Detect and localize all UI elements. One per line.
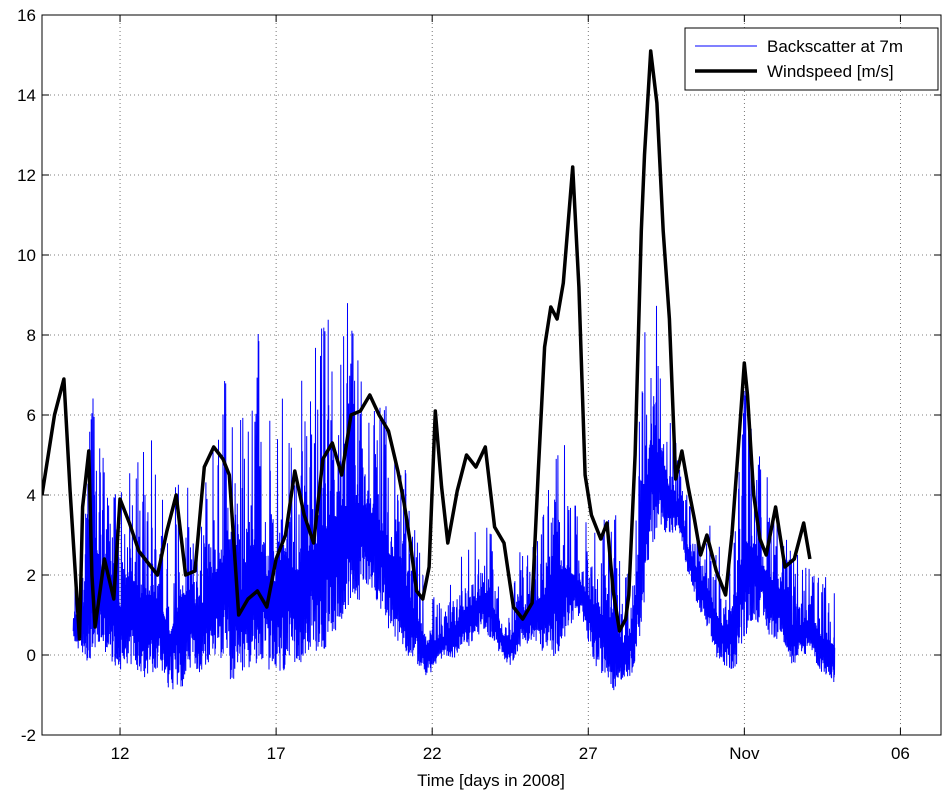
- legend-label: Backscatter at 7m: [767, 37, 903, 56]
- y-tick-label: 0: [27, 646, 36, 665]
- y-tick-label: 16: [17, 6, 36, 25]
- x-axis-label: Time [days in 2008]: [417, 771, 565, 790]
- series-line-backscatter: [72, 303, 836, 691]
- legend-box: [684, 27, 939, 91]
- series-line-windspeed: [42, 49, 812, 641]
- x-tick-label: 06: [891, 744, 910, 763]
- legend-label: Windspeed [m/s]: [767, 62, 894, 81]
- x-tick-label: 17: [267, 744, 286, 763]
- plot-frame: [41, 14, 942, 736]
- x-tick-label: 22: [423, 744, 442, 763]
- y-tick-label: 4: [27, 486, 36, 505]
- y-tick-label: 6: [27, 406, 36, 425]
- y-tick-label: -2: [21, 726, 36, 745]
- y-tick-label: 2: [27, 566, 36, 585]
- series-layer: [42, 49, 836, 691]
- y-tick-label: 14: [17, 86, 36, 105]
- legend: Backscatter at 7m Windspeed [m/s]: [684, 27, 939, 91]
- x-tick-label: 27: [579, 744, 598, 763]
- y-tick-label: 10: [17, 246, 36, 265]
- axis-ticks: -2 0 2 4 6 8 10 12 14 16 12 17 22 27 Nov 06: [17, 6, 941, 763]
- y-tick-label: 12: [17, 166, 36, 185]
- x-tick-label: 12: [111, 744, 130, 763]
- x-tick-label: Nov: [729, 744, 760, 763]
- y-tick-label: 8: [27, 326, 36, 345]
- grid-lines: [42, 15, 941, 735]
